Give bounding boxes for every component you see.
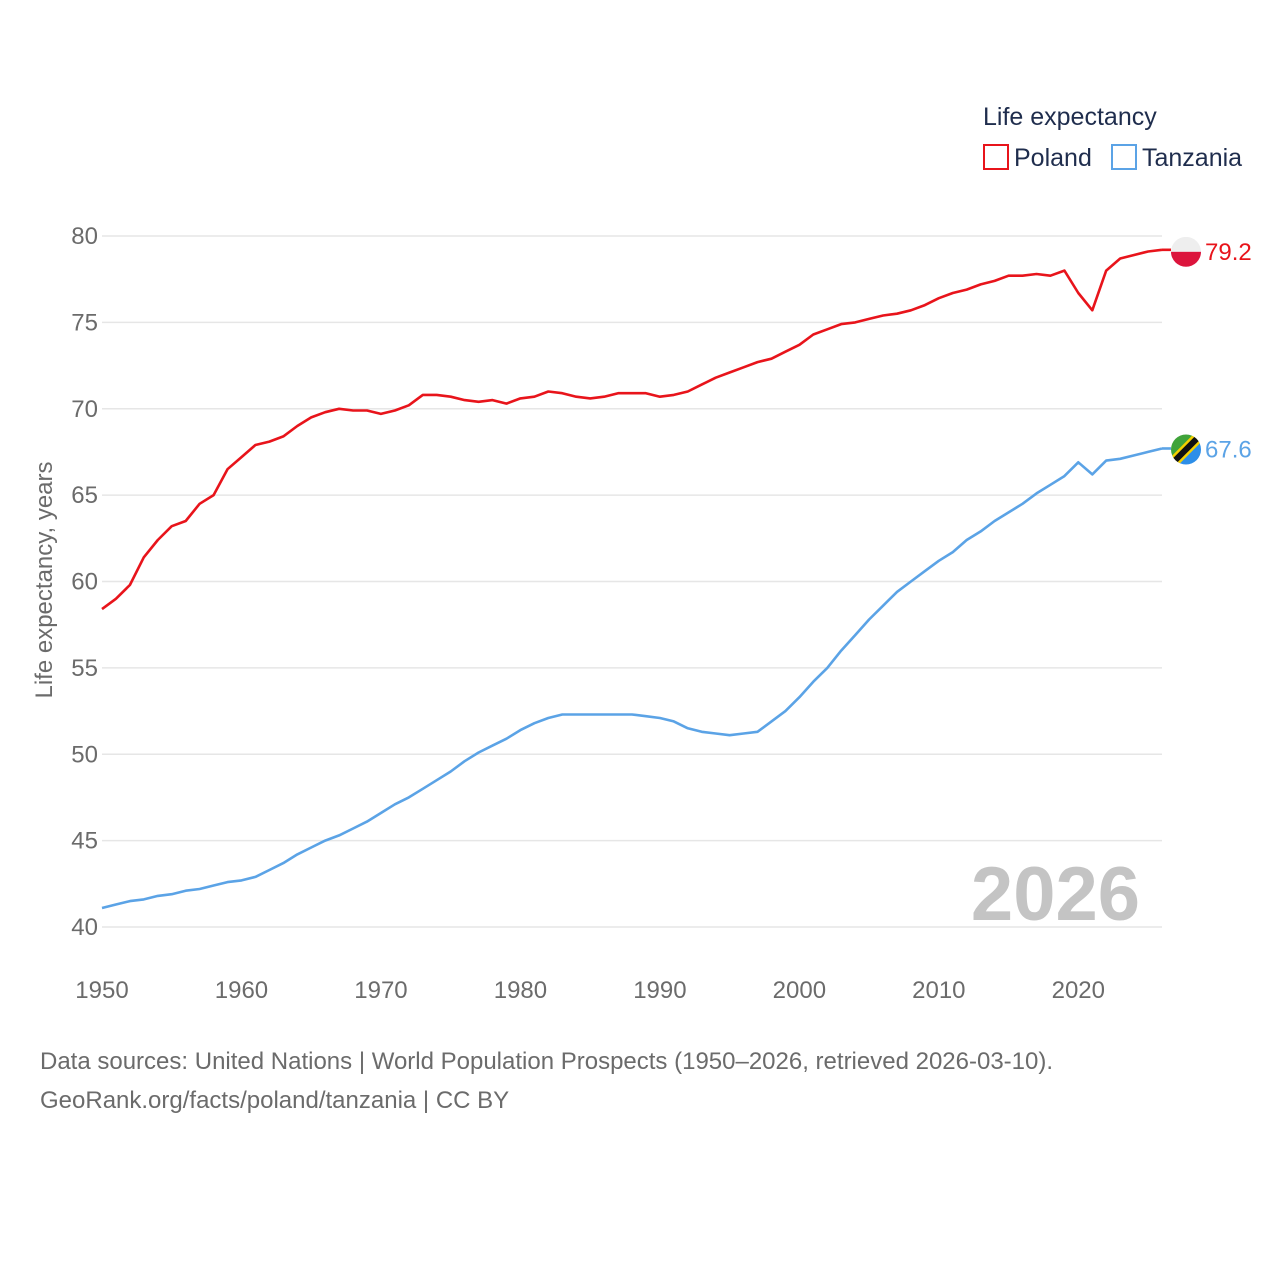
x-axis-ticks: 1950 1960 1970 1980 1990 2000 2010 2020 — [75, 977, 1105, 1004]
source-line-2[interactable]: GeoRank.org/facts/poland/tanzania | CC B… — [40, 1087, 510, 1114]
y-tick-75: 75 — [71, 309, 98, 336]
y-tick-55: 55 — [71, 655, 98, 682]
x-tick-1970: 1970 — [354, 977, 407, 1004]
life-expectancy-chart: Life expectancy Poland Tanzania 40 45 50 55 6… — [31, 103, 1252, 1004]
tanzania-flag-icon — [1171, 434, 1201, 465]
gridlines — [102, 235, 1162, 928]
x-tick-1980: 1980 — [494, 977, 547, 1004]
x-tick-2020: 2020 — [1052, 977, 1105, 1004]
x-tick-1990: 1990 — [633, 977, 686, 1004]
data-source: Data sources: United Nations | World Pop… — [40, 1042, 1053, 1120]
x-tick-2010: 2010 — [912, 977, 965, 1004]
series-line-tanzania — [101, 447, 1163, 910]
poland-flag-icon — [1171, 236, 1201, 267]
series-line-poland — [101, 248, 1163, 611]
y-tick-65: 65 — [71, 482, 98, 509]
y-tick-45: 45 — [71, 828, 98, 855]
y-tick-80: 80 — [71, 223, 98, 250]
x-tick-1950: 1950 — [75, 977, 128, 1004]
series-end-markers: 79.2 67.6 — [1162, 236, 1252, 465]
legend-label-tanzania: Tanzania — [1142, 144, 1242, 172]
end-value-label-poland: 79.2 — [1205, 239, 1252, 266]
legend-label-poland: Poland — [1014, 144, 1092, 172]
source-line-1: Data sources: United Nations | World Pop… — [40, 1048, 1054, 1075]
legend: Poland Tanzania — [983, 144, 1242, 172]
y-tick-60: 60 — [71, 569, 98, 596]
y-axis-ticks: 40 45 50 55 60 65 70 75 80 — [71, 223, 98, 941]
legend-item-poland[interactable]: Poland — [983, 144, 1092, 172]
year-watermark: 2026 — [971, 852, 1140, 937]
end-value-label-tanzania: 67.6 — [1205, 436, 1252, 463]
legend-title: Life expectancy — [983, 103, 1157, 131]
legend-swatch-poland — [983, 144, 1009, 170]
series-lines — [101, 248, 1163, 910]
legend-swatch-tanzania — [1111, 144, 1137, 170]
x-tick-1960: 1960 — [215, 977, 268, 1004]
legend-item-tanzania[interactable]: Tanzania — [1111, 144, 1242, 172]
y-tick-40: 40 — [71, 914, 98, 941]
y-axis-label: Life expectancy, years — [31, 461, 58, 698]
y-tick-70: 70 — [71, 396, 98, 423]
x-tick-2000: 2000 — [773, 977, 826, 1004]
y-tick-50: 50 — [71, 741, 98, 768]
